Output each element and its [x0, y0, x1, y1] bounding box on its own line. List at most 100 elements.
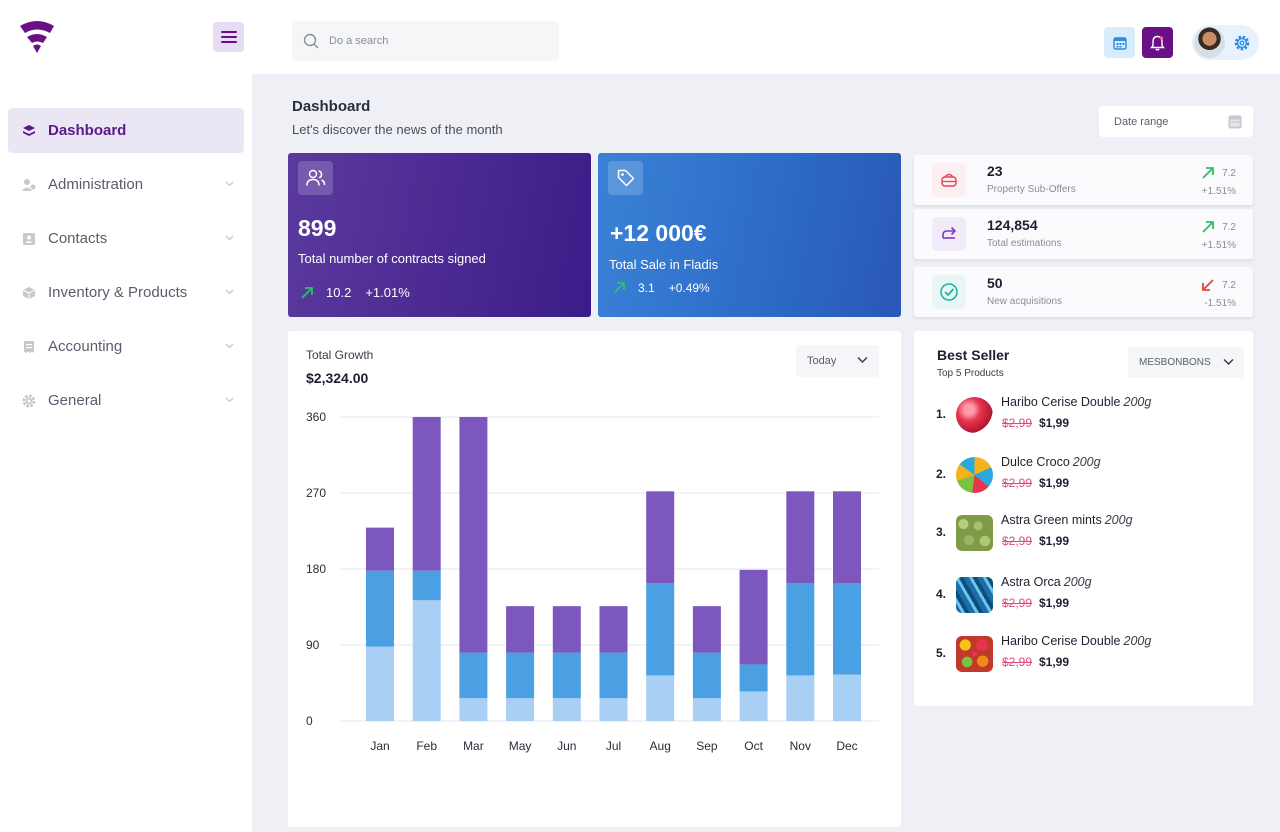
kpi-stat-percent: +1.01%	[365, 285, 410, 300]
bar-segment	[739, 664, 768, 692]
bar-segment	[506, 606, 535, 653]
kpi-stats: 10.2 +1.01%	[300, 285, 410, 300]
bar-segment	[692, 652, 721, 699]
kpi-value: +12 000€	[610, 220, 707, 246]
arrow-up-right-icon	[1202, 167, 1214, 179]
product-name: Astra Green mints	[1001, 513, 1102, 527]
bell-icon	[1150, 35, 1165, 51]
sidebar-item-label: Administration	[48, 176, 144, 193]
y-tick-label: 0	[306, 714, 313, 728]
sidebar-item-label: Inventory & Products	[48, 284, 188, 301]
product-weight: 200g	[1104, 513, 1133, 527]
best-seller-item[interactable]: 2. Dulce Croco 200g $2,99 $1,99	[936, 455, 1246, 497]
profile-menu[interactable]	[1192, 25, 1259, 60]
kpi-label: Total Sale in Fladis	[609, 257, 719, 272]
date-range-label: Date range	[1114, 115, 1169, 128]
sidebar-item-general[interactable]: General	[8, 378, 244, 423]
redirect-arrow-icon	[932, 217, 966, 251]
bar-segment	[646, 583, 675, 676]
stat-card-acquisitions[interactable]: 50 New acquisitions 7.2 -1.51%	[914, 267, 1253, 317]
layers-icon	[22, 124, 36, 138]
bar-segment	[506, 698, 535, 721]
product-name: Haribo Cerise Double	[1001, 634, 1121, 648]
hamburger-icon	[220, 31, 237, 43]
address-book-icon	[22, 232, 36, 246]
kpi-stat-number: 10.2	[326, 285, 352, 300]
best-seller-item[interactable]: 1. Haribo Cerise Double 200g $2,99 $1,99	[936, 395, 1246, 437]
bar-segment	[739, 691, 768, 721]
chevron-down-icon	[225, 397, 234, 403]
sidebar-item-administration[interactable]: Administration	[8, 162, 244, 207]
bar-segment	[459, 652, 488, 699]
kpi-stat-number: 3.1	[638, 281, 655, 295]
best-seller-subtitle: Top 5 Products	[937, 368, 1004, 379]
product-rank: 4.	[936, 587, 947, 601]
product-weight: 200g	[1072, 455, 1101, 469]
period-select[interactable]: Today	[796, 345, 879, 377]
growth-title: Total Growth	[306, 348, 374, 362]
kpi-card-sales[interactable]: +12 000€ Total Sale in Fladis 3.1 +0.49%	[598, 153, 901, 317]
product-name: Haribo Cerise Double	[1001, 395, 1121, 409]
stat-value: 124,854	[987, 217, 1038, 233]
x-tick-label: May	[509, 739, 532, 753]
date-range-picker[interactable]: Date range	[1099, 106, 1253, 137]
kpi-stats: 3.1 +0.49%	[612, 281, 710, 295]
bar-segment	[412, 600, 441, 721]
search-box[interactable]	[292, 21, 559, 61]
kpi-label: Total number of contracts signed	[298, 251, 486, 266]
chevron-down-icon	[225, 289, 234, 295]
y-tick-label: 180	[306, 562, 326, 576]
chevron-down-icon	[225, 235, 234, 241]
product-name-line: Astra Orca 200g	[1001, 575, 1092, 589]
product-price: $1,99	[1039, 476, 1070, 490]
sidebar-item-accounting[interactable]: Accounting	[8, 324, 244, 369]
bar-segment	[786, 583, 815, 676]
product-image	[956, 457, 993, 493]
menu-toggle-button[interactable]	[213, 22, 244, 52]
best-seller-item[interactable]: 4. Astra Orca 200g $2,99 $1,99	[936, 575, 1246, 617]
search-icon	[303, 33, 319, 49]
best-seller-item[interactable]: 3. Astra Green mints 200g $2,99 $1,99	[936, 513, 1246, 555]
chevron-down-icon	[857, 356, 868, 364]
x-tick-label: Oct	[744, 739, 763, 753]
sidebar-item-inventory[interactable]: Inventory & Products	[8, 270, 244, 315]
best-seller-item[interactable]: 5. Haribo Cerise Double 200g $2,99 $1,99	[936, 634, 1246, 676]
product-name-line: Haribo Cerise Double 200g	[1001, 634, 1151, 648]
kpi-value: 899	[298, 215, 337, 241]
bar-segment	[599, 606, 628, 653]
kpi-stat-percent: +0.49%	[668, 281, 710, 295]
calendar-icon	[1112, 36, 1127, 50]
product-rank: 3.	[936, 525, 947, 539]
gear-icon	[1234, 35, 1250, 51]
sidebar-item-dashboard[interactable]: Dashboard	[8, 108, 244, 153]
store-select[interactable]: MESBONBONS	[1128, 347, 1244, 378]
store-select-value: MESBONBONS	[1139, 357, 1211, 368]
bar-segment	[833, 491, 861, 584]
stat-number: 7.2	[1222, 222, 1236, 233]
calendar-icon	[1228, 115, 1242, 129]
product-rank: 5.	[936, 646, 947, 660]
search-input[interactable]	[329, 35, 539, 47]
stat-card-sub-offers[interactable]: 23 Property Sub-Offers 7.2 +1.51%	[914, 155, 1253, 205]
product-price: $1,99	[1039, 534, 1070, 548]
calendar-button[interactable]	[1104, 27, 1135, 58]
bar-segment	[692, 698, 721, 721]
bar-segment	[786, 675, 815, 721]
arrow-up-right-icon	[301, 286, 313, 299]
sidebar-item-contacts[interactable]: Contacts	[8, 216, 244, 261]
product-name-line: Haribo Cerise Double 200g	[1001, 395, 1151, 409]
bar-segment	[459, 698, 488, 721]
product-image	[956, 397, 993, 433]
box-icon	[22, 286, 36, 300]
stat-label: Total estimations	[987, 238, 1062, 249]
best-seller-title: Best Seller	[937, 347, 1010, 363]
kpi-card-contracts[interactable]: 899 Total number of contracts signed 10.…	[288, 153, 591, 317]
brand-logo[interactable]	[19, 20, 55, 54]
x-tick-label: Feb	[416, 739, 437, 753]
arrow-up-right-icon	[613, 282, 625, 294]
bar-segment	[412, 570, 441, 601]
bar-segment	[833, 583, 861, 675]
stat-card-estimations[interactable]: 124,854 Total estimations 7.2 +1.51%	[914, 209, 1253, 259]
notifications-button[interactable]	[1142, 27, 1173, 58]
product-old-price: $2,99	[1002, 476, 1033, 490]
